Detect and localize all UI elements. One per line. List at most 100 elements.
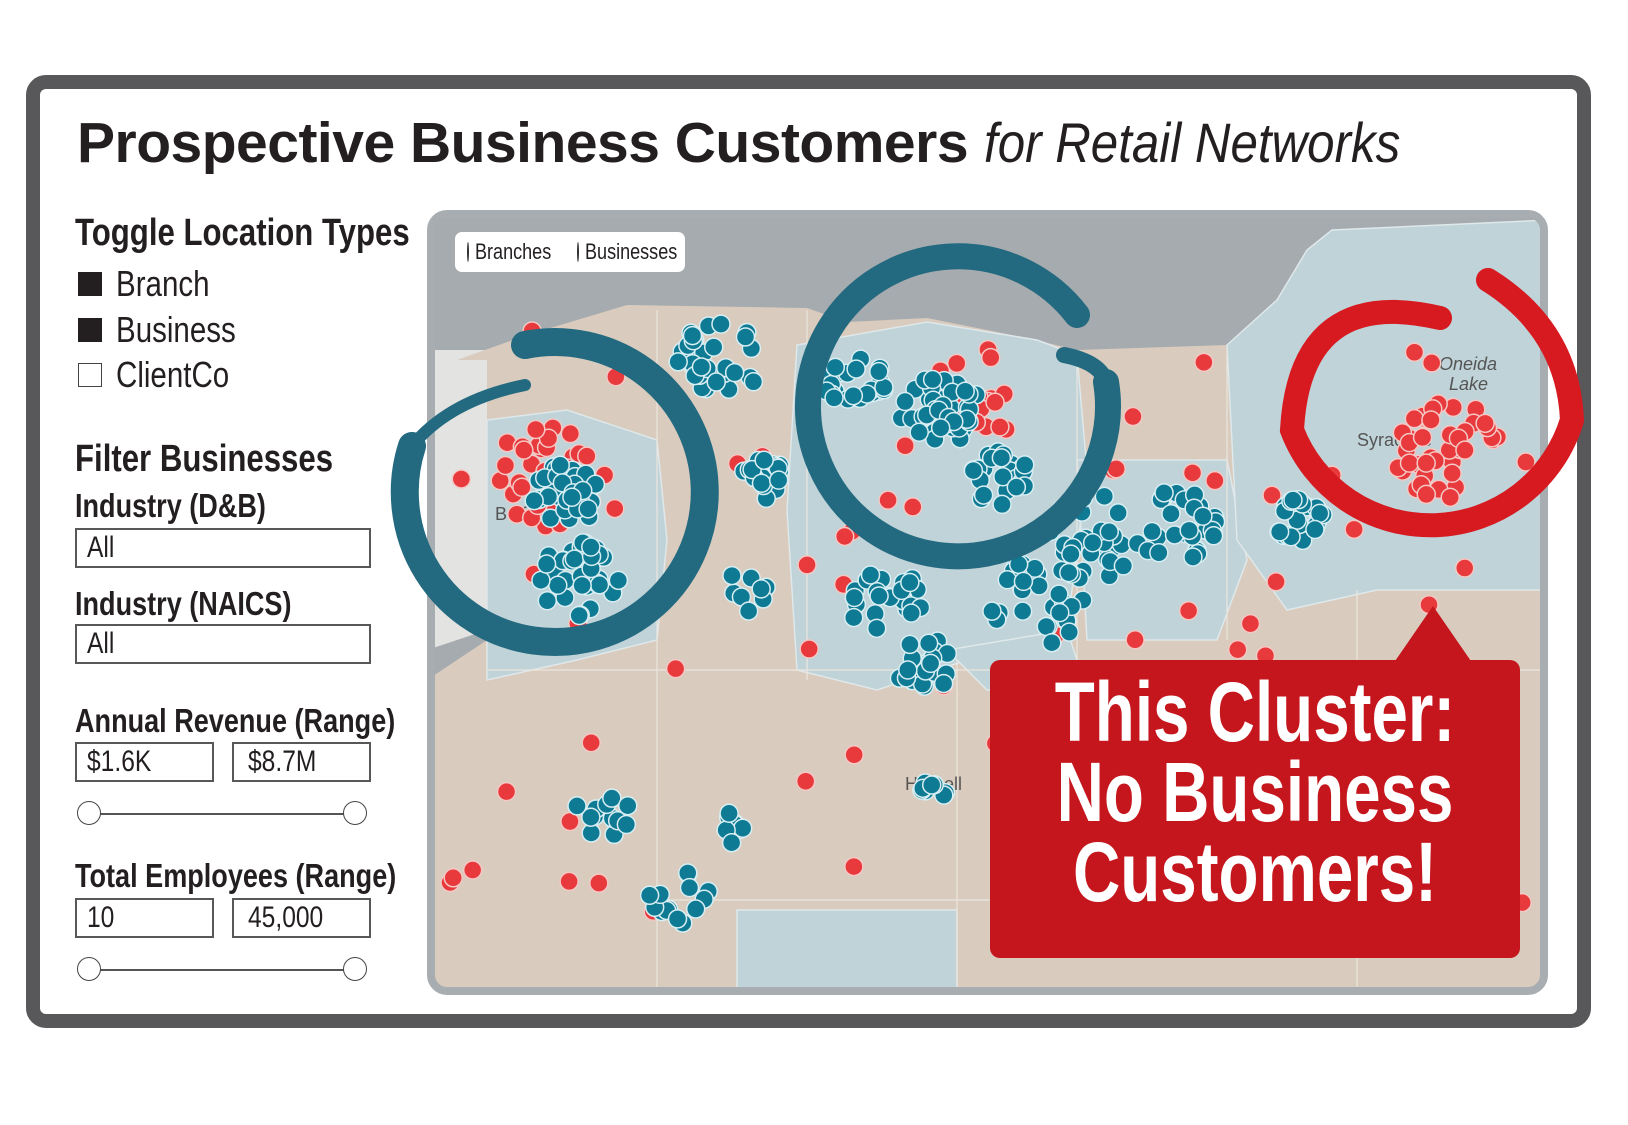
industry-dnb-select[interactable]: All [75,528,371,568]
business-marker[interactable] [667,909,688,929]
business-marker[interactable] [706,372,726,392]
employees-min-input[interactable]: 10 [75,898,214,938]
business-marker[interactable] [869,586,889,606]
branch-marker[interactable] [1255,645,1276,666]
branch-marker[interactable] [844,744,864,765]
branch-marker[interactable] [1412,427,1433,448]
branch-marker[interactable] [980,347,1001,368]
business-marker[interactable] [719,803,739,824]
branch-marker[interactable] [1404,342,1425,362]
branch-marker[interactable] [878,490,898,510]
branch-marker[interactable] [560,423,581,444]
business-marker[interactable] [1013,571,1034,592]
revenue-range-slider[interactable] [77,801,367,827]
branch-marker[interactable] [1125,629,1145,650]
business-marker[interactable] [825,357,846,378]
toggle-branch[interactable]: Branch [78,263,230,304]
branch-marker[interactable] [1440,487,1460,508]
business-marker[interactable] [735,327,756,347]
branch-marker[interactable] [902,497,923,517]
business-marker[interactable] [824,388,844,408]
branch-marker[interactable] [1421,410,1441,430]
branch-marker[interactable] [581,732,601,753]
branch-marker[interactable] [559,871,579,892]
business-marker[interactable] [679,877,700,898]
business-marker[interactable] [1149,543,1169,563]
business-marker[interactable] [1061,544,1081,564]
business-marker[interactable] [685,899,706,919]
business-marker[interactable] [860,565,881,585]
business-marker[interactable] [668,352,688,372]
business-marker[interactable] [1049,584,1069,604]
business-marker[interactable] [895,391,915,412]
business-marker[interactable] [920,653,941,674]
business-checkbox[interactable] [78,318,102,342]
branch-marker[interactable] [1419,594,1439,615]
branch-marker[interactable] [577,446,597,466]
business-marker[interactable] [531,570,551,591]
business-marker[interactable] [869,361,889,382]
business-marker[interactable] [900,572,920,593]
branch-marker[interactable] [1178,600,1199,621]
branch-marker[interactable] [1399,453,1420,473]
business-marker[interactable] [1305,519,1325,540]
business-marker[interactable] [921,775,942,795]
business-marker[interactable] [930,418,951,438]
branch-marker[interactable] [1416,453,1436,473]
business-marker[interactable] [536,554,557,574]
business-marker[interactable] [618,795,638,816]
business-marker[interactable] [898,660,918,680]
business-marker[interactable] [738,601,759,621]
business-marker[interactable] [843,385,864,406]
business-marker[interactable] [581,537,601,557]
branch-marker[interactable] [895,436,915,456]
business-marker[interactable] [616,814,637,835]
branch-marker[interactable] [1404,408,1425,429]
business-marker[interactable] [682,325,703,346]
branch-marker[interactable] [985,392,1005,413]
revenue-min-handle[interactable] [77,801,101,825]
business-marker[interactable] [1142,521,1162,542]
branch-marker[interactable] [834,526,855,547]
business-marker[interactable] [751,579,771,599]
branch-marker[interactable] [1516,452,1536,472]
branch-marker[interactable] [451,469,472,489]
business-marker[interactable] [589,575,610,595]
business-marker[interactable] [721,832,742,853]
business-marker[interactable] [1006,477,1027,497]
branch-checkbox[interactable] [78,272,102,296]
business-marker[interactable] [982,601,1002,621]
branch-marker[interactable] [1123,406,1143,427]
industry-naics-select[interactable]: All [75,624,371,664]
business-marker[interactable] [524,490,544,511]
business-marker[interactable] [754,450,774,470]
business-marker[interactable] [1063,494,1084,514]
business-marker[interactable] [1042,632,1062,653]
business-marker[interactable] [1082,532,1103,553]
business-marker[interactable] [562,487,582,507]
business-marker[interactable] [1154,483,1174,503]
business-marker[interactable] [973,485,994,505]
employees-min-handle[interactable] [77,957,101,981]
business-marker[interactable] [901,603,922,623]
business-marker[interactable] [1040,521,1061,542]
business-marker[interactable] [900,634,920,655]
business-marker[interactable] [1015,455,1035,475]
business-marker[interactable] [922,369,943,390]
business-marker[interactable] [1008,554,1029,575]
business-marker[interactable] [578,499,598,519]
branch-marker[interactable] [795,771,816,791]
business-marker[interactable] [846,359,866,379]
business-marker[interactable] [991,448,1012,468]
business-marker[interactable] [1012,601,1033,621]
business-marker[interactable] [564,549,585,569]
employees-max-input[interactable]: 45,000 [232,898,371,938]
business-marker[interactable] [537,590,558,611]
business-marker[interactable] [933,673,954,694]
branch-marker[interactable] [462,860,483,880]
business-marker[interactable] [703,337,724,357]
branch-marker[interactable] [1182,463,1203,483]
branch-marker[interactable] [1322,465,1342,485]
revenue-max-input[interactable]: $8.7M [232,742,371,782]
branch-marker[interactable] [946,353,967,374]
